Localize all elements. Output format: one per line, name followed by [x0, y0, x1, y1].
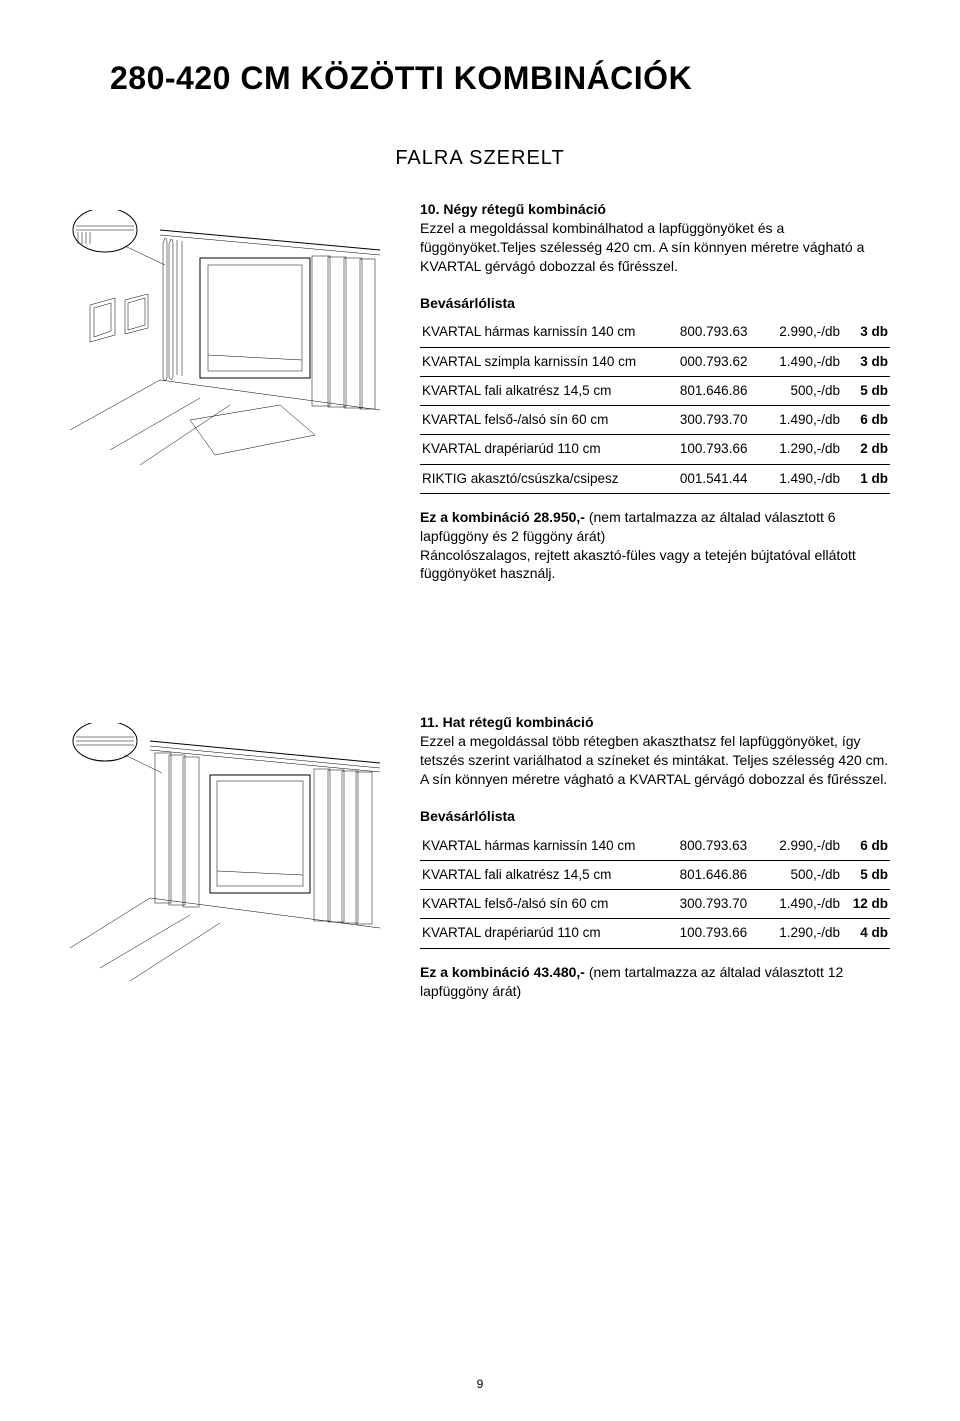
table-row: KVARTAL hármas karnissín 140 cm800.793.6… [420, 832, 890, 861]
combo-10-title: 10. Négy rétegű kombináció [420, 201, 606, 217]
table-row: KVARTAL felső-/alsó sín 60 cm300.793.701… [420, 406, 890, 435]
page-subtitle: FALRA SZERELT [70, 147, 890, 170]
combo-11-body: Ezzel a megoldással több rétegben akaszt… [420, 733, 888, 787]
combo-11-total: Ez a kombináció 43.480,- (nem tartalmazz… [420, 963, 890, 1001]
combo-11-title: 11. Hat rétegű kombináció [420, 714, 594, 730]
table-row: RIKTIG akasztó/csúszka/csipesz001.541.44… [420, 464, 890, 493]
table-row: KVARTAL hármas karnissín 140 cm800.793.6… [420, 318, 890, 347]
room-illustration-icon [70, 723, 380, 983]
room-illustration-icon [70, 210, 380, 470]
illustration-11 [70, 713, 400, 988]
combo-11-total-bold: Ez a kombináció 43.480,- [420, 964, 585, 980]
table-row: KVARTAL szimpla karnissín 140 cm000.793.… [420, 347, 890, 376]
section-combo-11: 11. Hat rétegű kombináció Ezzel a megoldá… [70, 713, 890, 1000]
combo-10-description: 10. Négy rétegű kombináció Ezzel a megold… [420, 200, 890, 276]
illustration-10 [70, 200, 400, 475]
table-row: KVARTAL drapériarúd 110 cm100.793.661.29… [420, 435, 890, 464]
combo-11-description: 11. Hat rétegű kombináció Ezzel a megoldá… [420, 713, 890, 789]
shopping-list-table-2: KVARTAL hármas karnissín 140 cm800.793.6… [420, 832, 890, 949]
section-combo-10: 10. Négy rétegű kombináció Ezzel a megold… [70, 200, 890, 583]
page-title: 280-420 CM KÖZÖTTI KOMBINÁCIÓK [70, 60, 890, 97]
combo-10-total: Ez a kombináció 28.950,- (nem tartalmazz… [420, 508, 890, 584]
table-row: KVARTAL felső-/alsó sín 60 cm300.793.701… [420, 890, 890, 919]
table-row: KVARTAL fali alkatrész 14,5 cm801.646.86… [420, 376, 890, 405]
shopping-list-table-1: KVARTAL hármas karnissín 140 cm800.793.6… [420, 318, 890, 493]
page-number: 9 [477, 1377, 484, 1391]
shopping-list-header-1: Bevásárlólista [420, 294, 890, 313]
table-row: KVARTAL drapériarúd 110 cm100.793.661.29… [420, 919, 890, 948]
combo-10-total-bold: Ez a kombináció 28.950,- [420, 509, 585, 525]
shopping-list-header-2: Bevásárlólista [420, 807, 890, 826]
combo-10-body: Ezzel a megoldással kombinálhatod a lapf… [420, 220, 864, 274]
table-row: KVARTAL fali alkatrész 14,5 cm801.646.86… [420, 861, 890, 890]
